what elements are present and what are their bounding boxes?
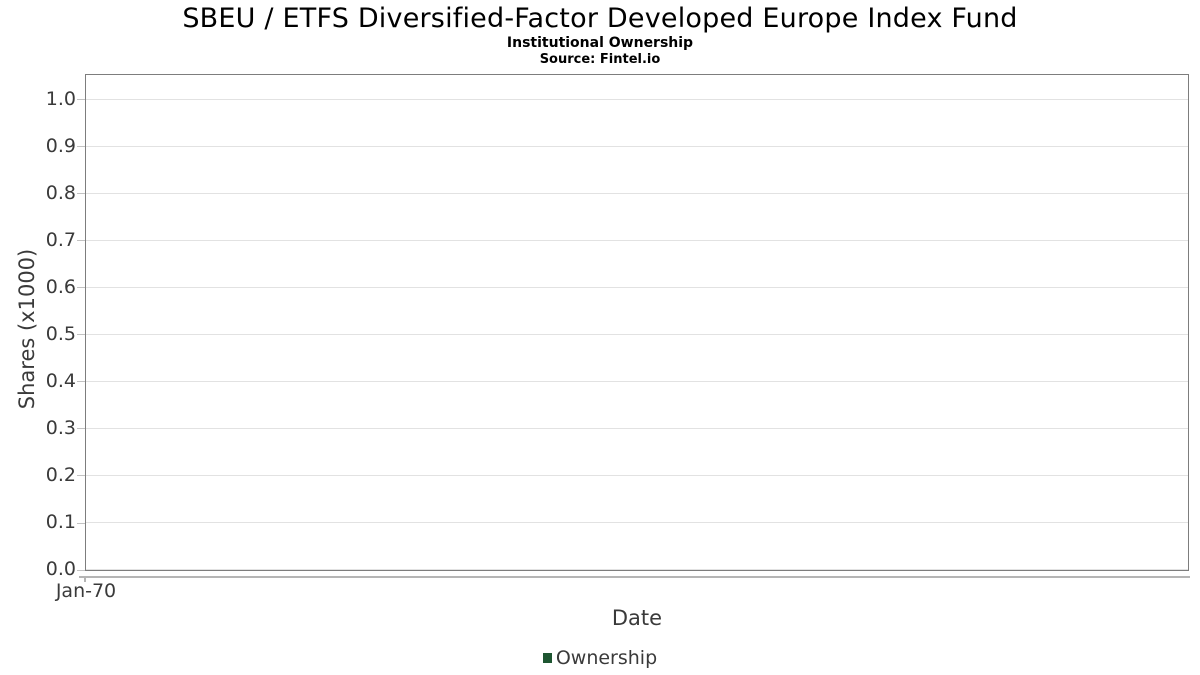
- y-tick-label: 0.7: [45, 228, 76, 251]
- y-tick-label: 0.5: [45, 322, 76, 345]
- y-tick-mark: [77, 569, 85, 571]
- gridline: [86, 333, 1188, 335]
- y-tick-label: 0.3: [45, 416, 76, 439]
- gridline: [86, 569, 1188, 570]
- gridline: [86, 239, 1188, 241]
- y-tick-label: 0.6: [45, 275, 76, 298]
- y-tick-label: 0.2: [45, 463, 76, 486]
- gridline: [86, 145, 1188, 147]
- x-tick-label: Jan-70: [55, 580, 117, 602]
- plot-area: [85, 74, 1189, 571]
- y-tick-label: 0.1: [45, 511, 76, 533]
- y-tick-mark: [77, 193, 85, 195]
- y-tick-mark: [77, 287, 85, 289]
- legend: Ownership: [0, 646, 1200, 670]
- y-tick-label: 1.0: [45, 87, 76, 110]
- x-axis-line: [79, 576, 1190, 578]
- y-tick-mark: [77, 99, 85, 100]
- y-tick-label: 0.4: [45, 369, 76, 392]
- gridline: [86, 474, 1188, 476]
- gridline: [86, 286, 1188, 288]
- chart-title: SBEU / ETFS Diversified-Factor Developed…: [182, 3, 1018, 34]
- y-tick-mark: [77, 428, 85, 430]
- y-tick-mark: [77, 240, 85, 242]
- chart-subtitle: Institutional Ownership: [506, 35, 694, 51]
- y-tick-mark: [77, 334, 85, 336]
- chart-source: Source: Fintel.io: [539, 52, 661, 67]
- gridline: [86, 192, 1188, 194]
- y-tick-mark: [77, 522, 85, 524]
- gridline: [86, 522, 1188, 523]
- x-axis-tick: [84, 576, 86, 582]
- y-tick-label: 0.8: [45, 181, 76, 204]
- y-tick-mark: [77, 381, 85, 383]
- gridline: [86, 98, 1188, 100]
- y-tick-mark: [77, 475, 85, 477]
- y-tick-label: 0.0: [45, 558, 76, 580]
- legend-marker-ownership: [542, 653, 552, 663]
- x-axis-label: Date: [611, 606, 663, 630]
- y-tick-mark: [77, 146, 85, 148]
- y-tick-label: 0.9: [45, 134, 76, 157]
- legend-label-ownership: Ownership: [555, 647, 658, 669]
- gridline: [86, 380, 1188, 382]
- gridline: [86, 427, 1188, 429]
